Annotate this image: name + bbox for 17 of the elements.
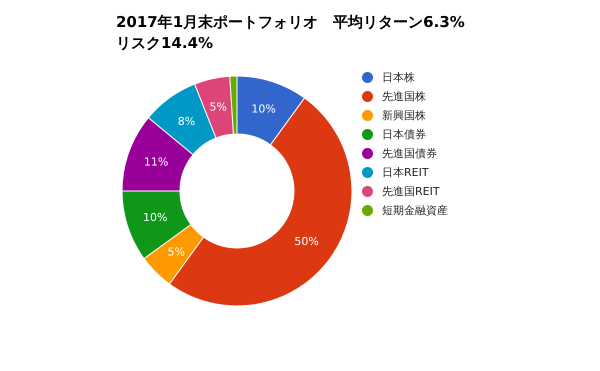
- data-label: 50%: [294, 235, 319, 248]
- legend-label: 先進国株: [382, 89, 426, 104]
- legend-label: 新興国株: [382, 108, 426, 123]
- legend-label: 短期金融資産: [382, 203, 448, 218]
- data-label: 8%: [178, 114, 196, 128]
- legend-label: 日本REIT: [382, 165, 429, 180]
- data-label: 5%: [210, 100, 227, 114]
- data-label: 5%: [167, 245, 185, 258]
- legend-label: 先進国REIT: [382, 184, 440, 199]
- data-label: 10%: [142, 211, 168, 224]
- legend-label: 先進国債券: [382, 146, 437, 161]
- legend-label: 日本株: [382, 70, 415, 85]
- data-label: 10%: [251, 102, 276, 116]
- chart-title: 2017年1月末ポートフォリオ 平均リターン6.3%: [116, 12, 465, 33]
- data-label: 11%: [144, 155, 168, 168]
- legend-label: 日本債券: [382, 127, 426, 142]
- chart-subtitle: リスク14.4%: [116, 33, 214, 54]
